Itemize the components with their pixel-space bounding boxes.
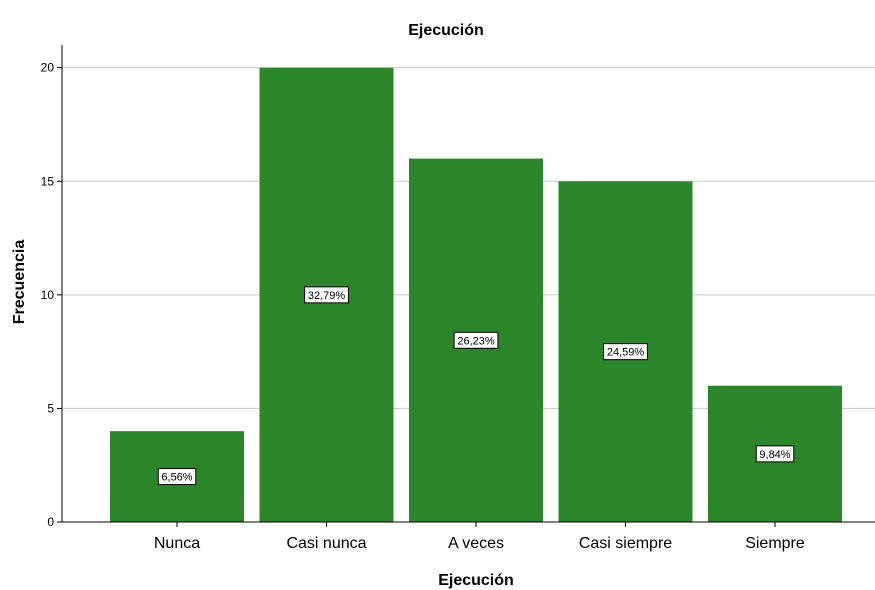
y-tick-label: 0 xyxy=(47,515,54,529)
data-label-box xyxy=(157,468,197,486)
data-label: 26,23% xyxy=(457,335,495,347)
x-axis-label: Ejecución xyxy=(438,572,514,589)
y-axis-ticks: 0 5 10 15 20 xyxy=(41,61,62,529)
x-tick-label: Casi siempre xyxy=(579,535,672,552)
data-label-box xyxy=(603,343,648,361)
chart-title: Ejecución xyxy=(408,22,484,39)
y-tick-label: 10 xyxy=(41,288,55,302)
x-tick-label: A veces xyxy=(448,535,504,552)
data-label-box xyxy=(453,331,499,349)
y-tick-label: 20 xyxy=(41,61,55,75)
data-label: 6,56% xyxy=(161,472,192,484)
data-label: 24,59% xyxy=(607,347,645,359)
x-tick-label: Nunca xyxy=(154,535,200,552)
x-tick-label: Casi nunca xyxy=(286,535,366,552)
data-label-box xyxy=(304,286,349,304)
data-label: 32,79% xyxy=(308,290,346,302)
y-tick-label: 5 xyxy=(47,401,54,415)
data-label: 9,84% xyxy=(759,449,790,461)
bars: 6,56% 32,79% 26,23% 24,59% 9,84% xyxy=(110,67,842,523)
x-axis-ticks: Nunca Casi nunca A veces Casi siempre Siempr… xyxy=(154,522,805,552)
data-label-box xyxy=(755,445,795,463)
x-tick-label: Siempre xyxy=(745,535,805,552)
y-tick-label: 15 xyxy=(41,174,55,188)
y-axis-label: Frecuencia xyxy=(11,240,28,325)
